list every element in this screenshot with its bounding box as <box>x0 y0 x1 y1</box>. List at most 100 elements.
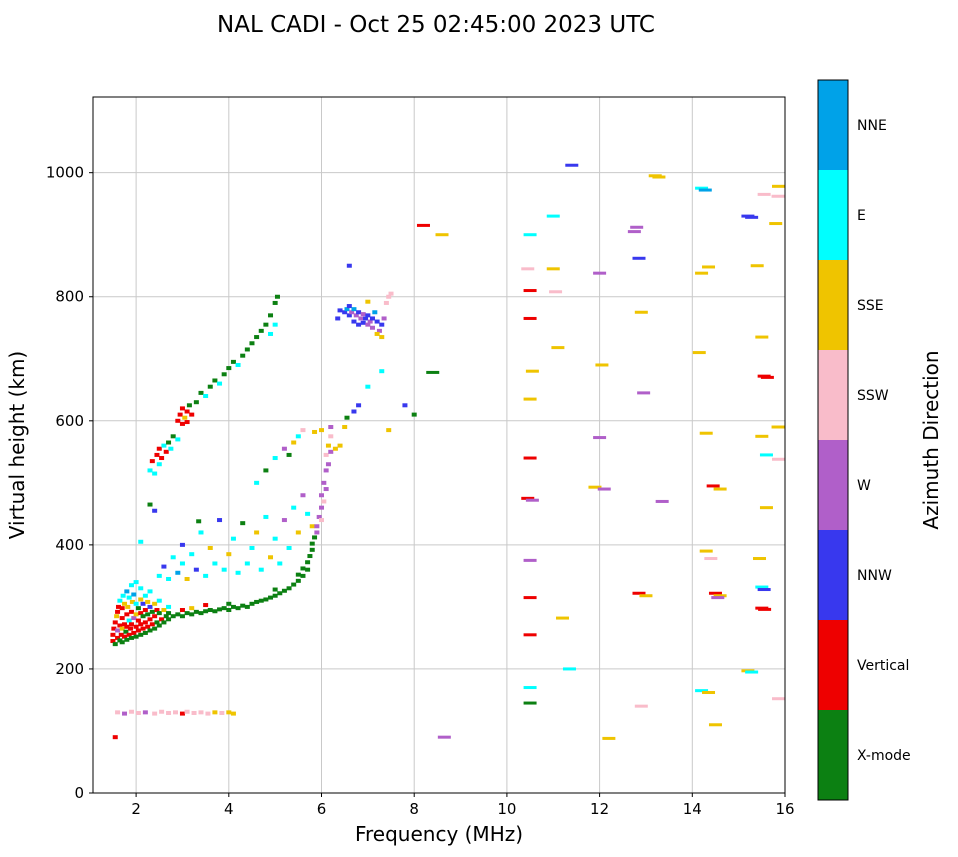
data-point <box>630 225 644 229</box>
data-point <box>759 506 773 510</box>
y-tick-label: 600 <box>55 412 84 430</box>
data-point <box>135 710 141 715</box>
data-point <box>152 601 158 606</box>
data-point <box>179 614 185 619</box>
grid-lines <box>93 97 786 794</box>
data-point <box>119 616 125 621</box>
data-point <box>163 449 169 454</box>
data-point <box>369 325 375 330</box>
data-point <box>175 612 181 617</box>
data-point <box>170 614 176 619</box>
data-point <box>549 290 563 294</box>
data-point <box>149 459 155 464</box>
colorbar-segment <box>818 710 848 800</box>
data-point <box>230 536 236 541</box>
data-point <box>163 614 169 619</box>
data-point <box>166 440 172 445</box>
data-point <box>314 524 320 529</box>
data-point <box>358 316 364 321</box>
data-point <box>312 535 318 540</box>
colorbar-segment <box>818 620 848 710</box>
data-point <box>175 418 181 423</box>
data-point <box>120 593 126 598</box>
data-point <box>305 560 311 565</box>
data-point <box>556 616 570 620</box>
data-point <box>117 623 123 628</box>
data-point <box>356 322 362 327</box>
data-point <box>124 589 130 594</box>
data-point <box>281 588 287 593</box>
data-point <box>323 452 329 457</box>
data-point <box>695 689 709 693</box>
data-point <box>235 362 241 367</box>
data-point <box>117 598 123 603</box>
data-point <box>295 572 301 577</box>
data-point <box>627 230 641 234</box>
data-point <box>125 604 131 609</box>
data-point <box>119 606 125 611</box>
x-tick-label: 8 <box>409 800 419 818</box>
data-point <box>142 620 148 625</box>
data-point <box>179 561 185 566</box>
data-point <box>342 425 348 430</box>
data-point <box>312 429 318 434</box>
data-point <box>129 599 135 604</box>
data-point <box>115 628 121 633</box>
data-point <box>189 606 195 611</box>
y-tick-label: 800 <box>55 288 84 306</box>
data-point <box>212 561 218 566</box>
data-point <box>110 632 116 637</box>
data-point <box>632 256 646 260</box>
data-point <box>140 601 146 606</box>
data-point <box>702 265 716 269</box>
data-point <box>695 271 709 275</box>
data-point <box>156 623 162 628</box>
data-point <box>356 310 362 315</box>
data-point <box>546 267 560 271</box>
data-point <box>159 456 165 461</box>
colorbar-segment <box>818 350 848 440</box>
x-axis-label: Frequency (MHz) <box>355 822 523 846</box>
data-point <box>757 588 771 592</box>
data-point <box>230 359 236 364</box>
data-point <box>300 573 306 578</box>
data-point <box>184 576 190 581</box>
data-point <box>546 214 560 218</box>
data-point <box>217 381 223 386</box>
data-point <box>203 603 209 608</box>
data-point <box>205 711 211 716</box>
data-point <box>349 310 355 315</box>
data-point <box>365 313 371 318</box>
data-point <box>268 313 274 318</box>
data-point <box>203 573 209 578</box>
data-point <box>634 704 648 708</box>
data-point <box>166 604 172 609</box>
data-point <box>226 710 232 715</box>
data-point <box>207 545 213 550</box>
data-point <box>263 468 269 473</box>
data-point <box>272 587 278 592</box>
data-point <box>321 480 327 485</box>
data-point <box>588 485 602 489</box>
data-point <box>128 709 134 714</box>
data-point <box>369 316 375 321</box>
data-point <box>698 188 712 192</box>
data-point <box>351 409 357 414</box>
data-point <box>602 736 616 740</box>
data-point <box>124 612 130 617</box>
data-point <box>235 606 241 611</box>
data-point <box>221 567 227 572</box>
data-point <box>523 316 537 320</box>
data-point <box>745 215 759 219</box>
data-point <box>332 446 338 451</box>
data-point <box>551 346 565 350</box>
data-point <box>379 369 385 374</box>
colorbar-segment <box>818 260 848 350</box>
data-point <box>365 322 371 327</box>
data-point <box>198 611 204 616</box>
data-point <box>217 518 223 523</box>
data-point <box>750 264 764 268</box>
data-point <box>226 608 232 613</box>
data-point <box>133 580 139 585</box>
